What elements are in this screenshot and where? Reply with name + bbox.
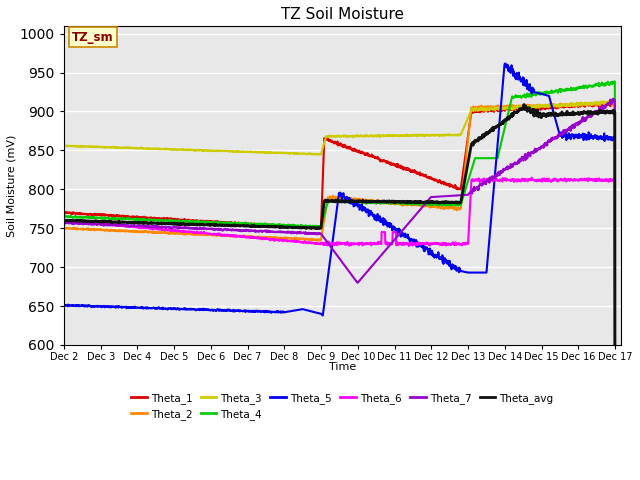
Theta_6	[305, 239, 313, 245]
Theta_2	[594, 99, 602, 105]
Theta_3	[316, 152, 323, 157]
Theta_2	[102, 227, 110, 233]
X-axis label: Time: Time	[329, 362, 356, 372]
Theta_1	[60, 209, 68, 215]
Theta_avg	[294, 225, 301, 230]
Theta_3	[610, 98, 618, 104]
Theta_6	[102, 221, 110, 227]
Theta_2	[305, 237, 313, 242]
Theta_4	[611, 78, 618, 84]
Line: Theta_3: Theta_3	[64, 101, 615, 480]
Theta_1	[607, 100, 615, 106]
Theta_4	[294, 223, 301, 228]
Theta_avg	[305, 225, 313, 230]
Theta_avg	[60, 218, 68, 224]
Theta_2	[374, 198, 381, 204]
Theta_4	[305, 223, 313, 229]
Theta_avg	[102, 219, 110, 225]
Theta_1	[316, 226, 323, 231]
Theta_4	[60, 213, 68, 218]
Line: Theta_7: Theta_7	[64, 99, 615, 480]
Theta_3	[60, 143, 68, 149]
Theta_3	[125, 145, 133, 151]
Theta_2	[316, 237, 323, 242]
Theta_6	[374, 240, 381, 246]
Line: Theta_5: Theta_5	[64, 63, 615, 480]
Theta_7	[294, 229, 301, 235]
Theta_4	[316, 223, 323, 229]
Theta_7	[374, 257, 381, 263]
Theta_7	[125, 223, 133, 228]
Theta_4	[125, 216, 133, 222]
Title: TZ Soil Moisture: TZ Soil Moisture	[281, 7, 404, 22]
Theta_1	[102, 212, 110, 218]
Theta_avg	[520, 102, 528, 108]
Theta_avg	[125, 219, 133, 225]
Theta_6	[60, 218, 68, 224]
Theta_3	[294, 150, 301, 156]
Theta_2	[60, 226, 68, 231]
Theta_5	[316, 311, 323, 316]
Theta_6	[294, 238, 301, 244]
Theta_4	[374, 199, 381, 205]
Line: Theta_4: Theta_4	[64, 81, 615, 480]
Theta_5	[305, 308, 313, 314]
Theta_7	[609, 96, 617, 102]
Theta_3	[102, 144, 110, 150]
Theta_5	[374, 211, 381, 217]
Theta_7	[316, 231, 323, 237]
Theta_6	[316, 240, 323, 246]
Line: Theta_6: Theta_6	[64, 178, 615, 480]
Theta_avg	[374, 200, 381, 205]
Line: Theta_1: Theta_1	[64, 103, 615, 480]
Theta_1	[305, 224, 313, 230]
Theta_1	[294, 224, 301, 230]
Theta_1	[374, 154, 381, 160]
Theta_2	[294, 237, 301, 242]
Line: Theta_2: Theta_2	[64, 102, 615, 480]
Theta_avg	[316, 225, 323, 231]
Theta_5	[60, 302, 68, 308]
Theta_7	[102, 222, 110, 228]
Theta_3	[305, 151, 313, 157]
Y-axis label: Soil Moisture (mV): Soil Moisture (mV)	[7, 134, 17, 237]
Theta_7	[60, 220, 68, 226]
Text: TZ_sm: TZ_sm	[72, 31, 114, 44]
Theta_5	[125, 305, 133, 311]
Theta_5	[501, 60, 509, 66]
Theta_5	[294, 307, 301, 313]
Theta_6	[125, 224, 133, 230]
Theta_5	[102, 303, 110, 309]
Legend: Theta_1, Theta_2, Theta_3, Theta_4, Theta_5, Theta_6, Theta_7, Theta_avg: Theta_1, Theta_2, Theta_3, Theta_4, Thet…	[127, 388, 558, 424]
Theta_4	[102, 215, 110, 221]
Line: Theta_avg: Theta_avg	[64, 105, 615, 480]
Theta_7	[305, 231, 313, 237]
Theta_3	[374, 133, 381, 139]
Theta_2	[125, 228, 133, 234]
Theta_1	[125, 214, 133, 220]
Theta_6	[528, 175, 536, 180]
